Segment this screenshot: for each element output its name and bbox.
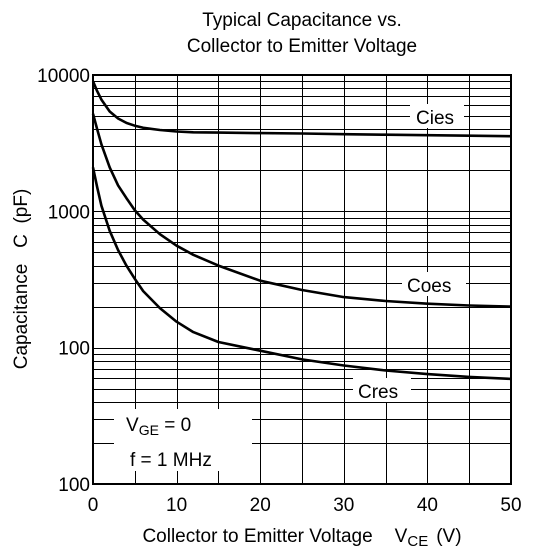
y-tick-label: 100 bbox=[58, 339, 90, 360]
chart-curves bbox=[91, 80, 512, 381]
x-tick-label: 10 bbox=[166, 495, 187, 516]
x-tick-label: 20 bbox=[250, 495, 271, 516]
chart-title-line-2: Collector to Emitter Voltage bbox=[187, 36, 417, 57]
vge-condition: VGE = 0 bbox=[126, 415, 191, 438]
x-tick-label: 50 bbox=[500, 495, 521, 516]
conditions-annotation: VGE = 0 f = 1 MHz bbox=[114, 409, 252, 471]
y-tick-label: 1000 bbox=[48, 202, 90, 223]
x-tick-label: 40 bbox=[417, 495, 438, 516]
series-line-coes bbox=[91, 113, 512, 308]
y-tick-label: 100 bbox=[58, 475, 90, 496]
series-line-cies bbox=[91, 80, 512, 138]
x-tick-label: 30 bbox=[333, 495, 354, 516]
series-label-cres-text: Cres bbox=[358, 382, 398, 403]
series-label-coes: Coes bbox=[402, 272, 466, 297]
frequency-condition: f = 1 MHz bbox=[130, 450, 212, 471]
x-tick-label: 0 bbox=[88, 495, 99, 516]
series-label-coes-text: Coes bbox=[407, 276, 451, 297]
series-label-cres: Cres bbox=[353, 378, 411, 403]
x-axis-label: Collector to Emitter Voltage VCE (V) bbox=[142, 526, 461, 550]
y-tick-label: 10000 bbox=[37, 66, 90, 87]
tick-labels: 0 10 20 30 40 50 100 100 1000 10000 bbox=[37, 66, 521, 516]
series-line-cres bbox=[91, 167, 512, 381]
plot-frame bbox=[92, 74, 512, 485]
series-label-cies: Cies bbox=[410, 104, 464, 129]
chart-title-line-1: Typical Capacitance vs. bbox=[202, 10, 402, 31]
y-axis-label: Capacitance C (pF) bbox=[11, 189, 32, 370]
series-label-cies-text: Cies bbox=[416, 108, 454, 129]
